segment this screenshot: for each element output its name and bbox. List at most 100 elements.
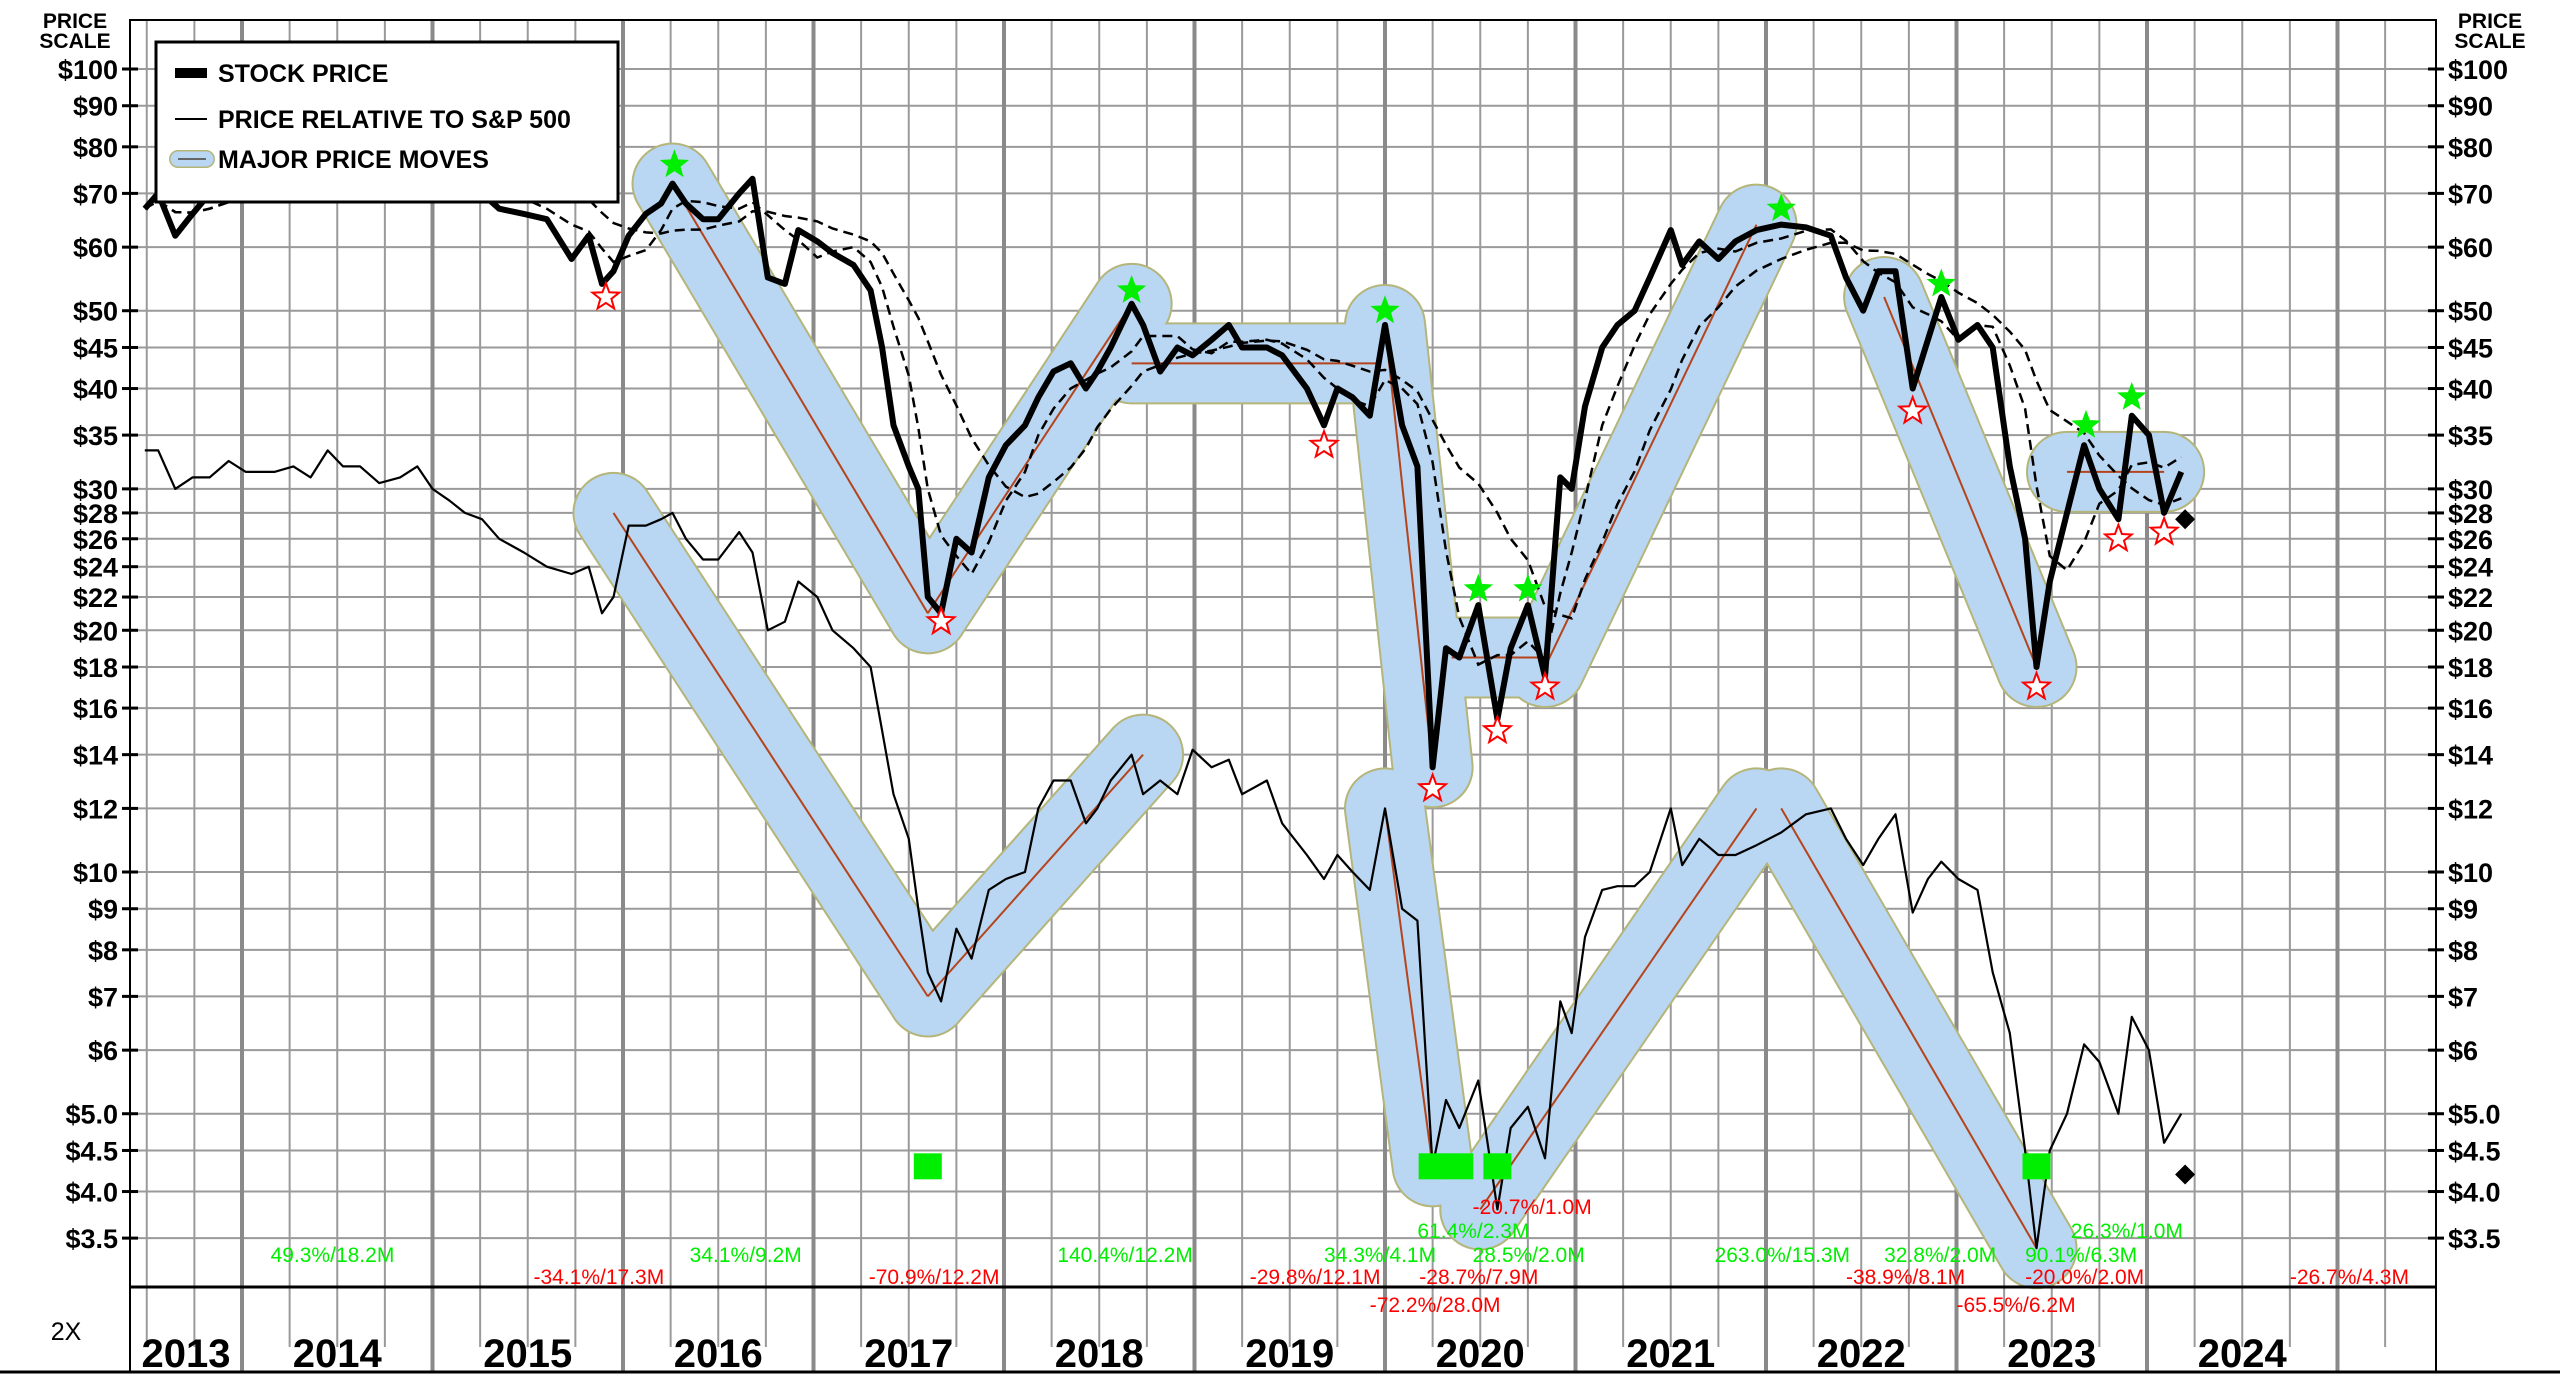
x-tick-label: 2021 [1626, 1332, 1715, 1376]
y-tick-label-right: $16 [2448, 694, 2493, 724]
y-tick-label-left: $18 [73, 653, 118, 683]
move-label-down: -29.8%/12.1M [1250, 1266, 1381, 1289]
legend-label-band: MAJOR PRICE MOVES [218, 146, 489, 174]
major-move-trendline [671, 183, 929, 614]
trough-star-icon [1481, 713, 1514, 745]
y-tick-label-right: $30 [2448, 475, 2493, 505]
y-tick-label-left: $16 [73, 694, 118, 724]
trough-star-icon [2102, 521, 2135, 553]
peak-star-icon [2071, 409, 2101, 438]
peak-star-icon [1513, 573, 1543, 602]
move-label-down: -28.7%/7.9M [1419, 1266, 1538, 1289]
y-tick-label-right: $18 [2448, 653, 2493, 683]
axes: $100 $100 $90 $90 $80 $80 $70 $70 $60 $60 $50 $50 $4… [0, 19, 2560, 1376]
price-scale-label-right-2: SCALE [2454, 30, 2525, 53]
y-tick-label-left: $9 [88, 895, 118, 925]
legend-swatch-stock [175, 68, 207, 78]
move-label-down: -20.7%/1.0M [1473, 1196, 1592, 1219]
x-tick-label: 2022 [1817, 1332, 1906, 1376]
move-label-down: -34.1%/17.3M [533, 1266, 664, 1289]
y-tick-label-right: $28 [2448, 499, 2493, 529]
move-label-up: 61.4%/2.3M [1417, 1220, 1529, 1243]
trough-star-icon [2148, 515, 2181, 546]
trough-star-icon [1896, 394, 1929, 425]
y-tick-label-right: $3.5 [2448, 1224, 2501, 1254]
markers [589, 149, 2196, 1185]
move-label-down: -65.5%/6.2M [1957, 1294, 2076, 1317]
x-tick-label: 2018 [1055, 1332, 1144, 1376]
y-tick-label-left: $30 [73, 475, 118, 505]
relative-to-sp500-line [144, 449, 2183, 1250]
move-label-down: -38.9%/8.1M [1846, 1266, 1965, 1289]
y-tick-label-right: $7 [2448, 982, 2478, 1012]
y-tick-label-left: $100 [58, 55, 118, 85]
peak-star-icon [1926, 268, 1956, 297]
move-labels: 49.3%/18.2M -34.1%/17.3M 34.1%/9.2M -70.9%/… [271, 1196, 2409, 1317]
major-move-trendline [1384, 324, 1434, 768]
legend-box [154, 40, 620, 204]
move-label-up: 34.1%/9.2M [690, 1244, 802, 1267]
y-tick-label-right: $12 [2448, 794, 2493, 824]
trough-star-icon [925, 604, 958, 636]
y-tick-label-right: $45 [2448, 333, 2493, 363]
y-tick-label-right: $4.0 [2448, 1178, 2501, 1208]
x-tick-label: 2019 [1245, 1332, 1334, 1376]
y-tick-label-left: $10 [73, 858, 118, 888]
peak-star-icon [1766, 193, 1796, 222]
trough-star-icon [1307, 428, 1341, 459]
y-tick-label-left: $26 [73, 525, 118, 555]
y-tick-label-left: $50 [73, 297, 118, 327]
y-tick-label-right: $35 [2448, 421, 2493, 451]
move-label-up: 90.1%/6.3M [2025, 1244, 2137, 1267]
y-tick-label-left: $12 [73, 794, 118, 824]
y-tick-label-right: $20 [2448, 616, 2493, 646]
y-tick-label-right: $80 [2448, 133, 2493, 163]
x-tick-label: 2017 [864, 1332, 953, 1376]
y-tick-label-right: $26 [2448, 525, 2493, 555]
y-tick-label-right: $6 [2448, 1036, 2478, 1066]
legend: STOCK PRICE PRICE RELATIVE TO S&P 500 MA… [154, 40, 620, 204]
y-tick-label-left: $90 [73, 92, 118, 122]
x-tick-label: 2020 [1436, 1332, 1525, 1376]
trough-star-icon [1528, 670, 1562, 701]
y-tick-label-left: $24 [73, 553, 118, 583]
y-tick-label-right: $8 [2448, 936, 2478, 966]
major-move-trendline [1780, 807, 2038, 1249]
legend-label-relative: PRICE RELATIVE TO S&P 500 [218, 106, 571, 134]
stock-price-line [142, 143, 2185, 771]
move-label-up: 49.3%/18.2M [271, 1244, 395, 1267]
y-tick-label-left: $80 [73, 133, 118, 163]
y-tick-label-right: $90 [2448, 92, 2493, 122]
major-move-trendline [927, 753, 1144, 998]
y-tick-label-left: $60 [73, 233, 118, 263]
trough-star-icon [1416, 771, 1449, 803]
y-tick-label-left: $5.0 [65, 1100, 118, 1130]
signal-square [1483, 1153, 1512, 1180]
x-tick-label: 2015 [483, 1332, 572, 1376]
y-tick-label-left: $14 [73, 741, 118, 771]
price-scale-label-right-1: PRICE [2458, 10, 2522, 33]
move-label-down: -72.2%/28.0M [1370, 1294, 1501, 1317]
major-move-trendline [1384, 808, 1434, 1167]
y-tick-label-right: $60 [2448, 233, 2493, 263]
move-label-up: 140.4%/12.2M [1057, 1244, 1192, 1267]
move-label-down: -70.9%/12.2M [869, 1266, 1000, 1289]
y-tick-label-right: $70 [2448, 179, 2493, 209]
y-tick-label-left: $35 [73, 421, 118, 451]
diamond-marker [2175, 1164, 2196, 1185]
signal-square [1445, 1153, 1474, 1180]
x-tick-label: 2016 [674, 1332, 763, 1376]
trough-star-icon [2020, 670, 2053, 701]
peak-star-icon [659, 149, 690, 178]
legend-label-stock: STOCK PRICE [218, 60, 388, 88]
y-tick-label-left: $4.5 [65, 1136, 118, 1166]
y-tick-label-left: $6 [88, 1036, 118, 1066]
y-tick-label-right: $10 [2448, 858, 2493, 888]
x-tick-label: 2013 [142, 1332, 231, 1376]
y-tick-label-left: $22 [73, 583, 118, 613]
y-tick-label-right: $24 [2448, 553, 2493, 583]
y-tick-label-left: $7 [88, 982, 118, 1012]
y-tick-label-right: $50 [2448, 297, 2493, 327]
peak-star-icon [1370, 295, 1400, 324]
